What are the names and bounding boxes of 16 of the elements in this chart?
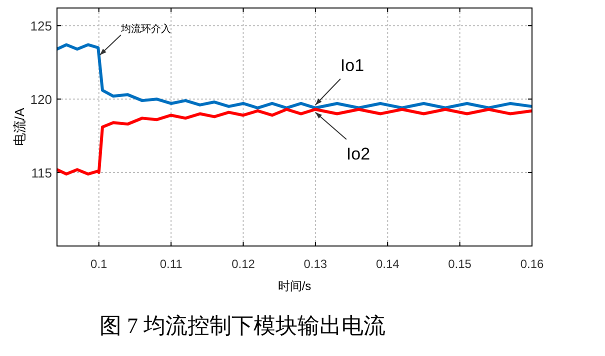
x-tick-label: 0.15 <box>448 257 472 271</box>
y-tick-label: 115 <box>31 166 52 181</box>
annotation: 均流环介入 <box>120 23 171 36</box>
x-tick-label: 0.1 <box>90 257 108 271</box>
caption: 图 7 均流控制下模块输出电流 <box>100 313 386 338</box>
series-label: Io1 <box>340 56 364 75</box>
x-tick-label: 0.16 <box>520 257 544 271</box>
y-tick-label: 120 <box>30 92 52 108</box>
x-tick-label: 0.13 <box>304 257 328 271</box>
y-tick-label: 125 <box>30 18 52 34</box>
y-axis-title: 电流/A <box>12 108 27 146</box>
x-axis-title: 时间/s <box>278 279 312 293</box>
series-label: Io2 <box>346 144 370 164</box>
x-tick-label: 0.12 <box>232 257 256 271</box>
x-tick-label: 0.11 <box>160 257 183 271</box>
x-tick-label: 0.14 <box>376 257 400 271</box>
